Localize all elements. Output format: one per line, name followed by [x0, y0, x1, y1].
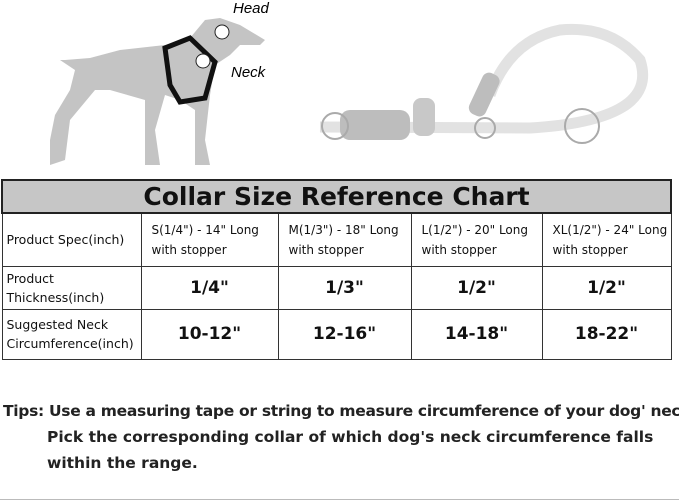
dog-illustration: [50, 18, 265, 165]
collar-size-chart: Collar Size Reference Chart Product Spec…: [1, 179, 672, 360]
row-header: Suggested Neck Circumference(inch): [1, 308, 142, 360]
chart-title: Collar Size Reference Chart: [1, 179, 672, 214]
tips-text-2: Pick the corresponding collar of which d…: [47, 428, 654, 446]
tips-text-1: Use a measuring tape or string to measur…: [49, 402, 679, 420]
table-cell: 1/4": [140, 265, 279, 310]
row-header: Product Spec(inch): [1, 212, 142, 267]
rope-collar-image: [319, 23, 649, 144]
table-cell: XL(1/2") - 24" Long with stopper: [541, 212, 672, 267]
product-illustration: Head Neck: [50, 0, 649, 165]
table-cell: 1/2": [541, 265, 672, 310]
divider: [0, 499, 679, 500]
table-cell: 14-18": [410, 308, 543, 360]
neck-label: Neck: [231, 64, 267, 81]
table-cell: 12-16": [277, 308, 412, 360]
tips-line-1: Tips: Use a measuring tape or string to …: [3, 402, 679, 420]
tips-text-3: within the range.: [47, 454, 198, 472]
table-cell: 10-12": [140, 308, 279, 360]
row-header: Product Thickness(inch): [1, 265, 142, 310]
table-cell: M(1/3") - 18" Long with stopper: [277, 212, 412, 267]
table-row: Suggested Neck Circumference(inch) 10-12…: [1, 308, 672, 360]
table-cell: 1/2": [410, 265, 543, 310]
table-cell: 1/3": [277, 265, 412, 310]
table-row: Product Spec(inch) S(1/4") - 14" Long wi…: [1, 212, 672, 267]
tips-label: Tips:: [3, 402, 44, 420]
table-cell: 18-22": [541, 308, 672, 360]
table-cell: L(1/2") - 20" Long with stopper: [410, 212, 543, 267]
table-cell: S(1/4") - 14" Long with stopper: [140, 212, 279, 267]
table-row: Product Thickness(inch) 1/4" 1/3" 1/2" 1…: [1, 265, 672, 310]
head-label: Head: [233, 0, 270, 17]
